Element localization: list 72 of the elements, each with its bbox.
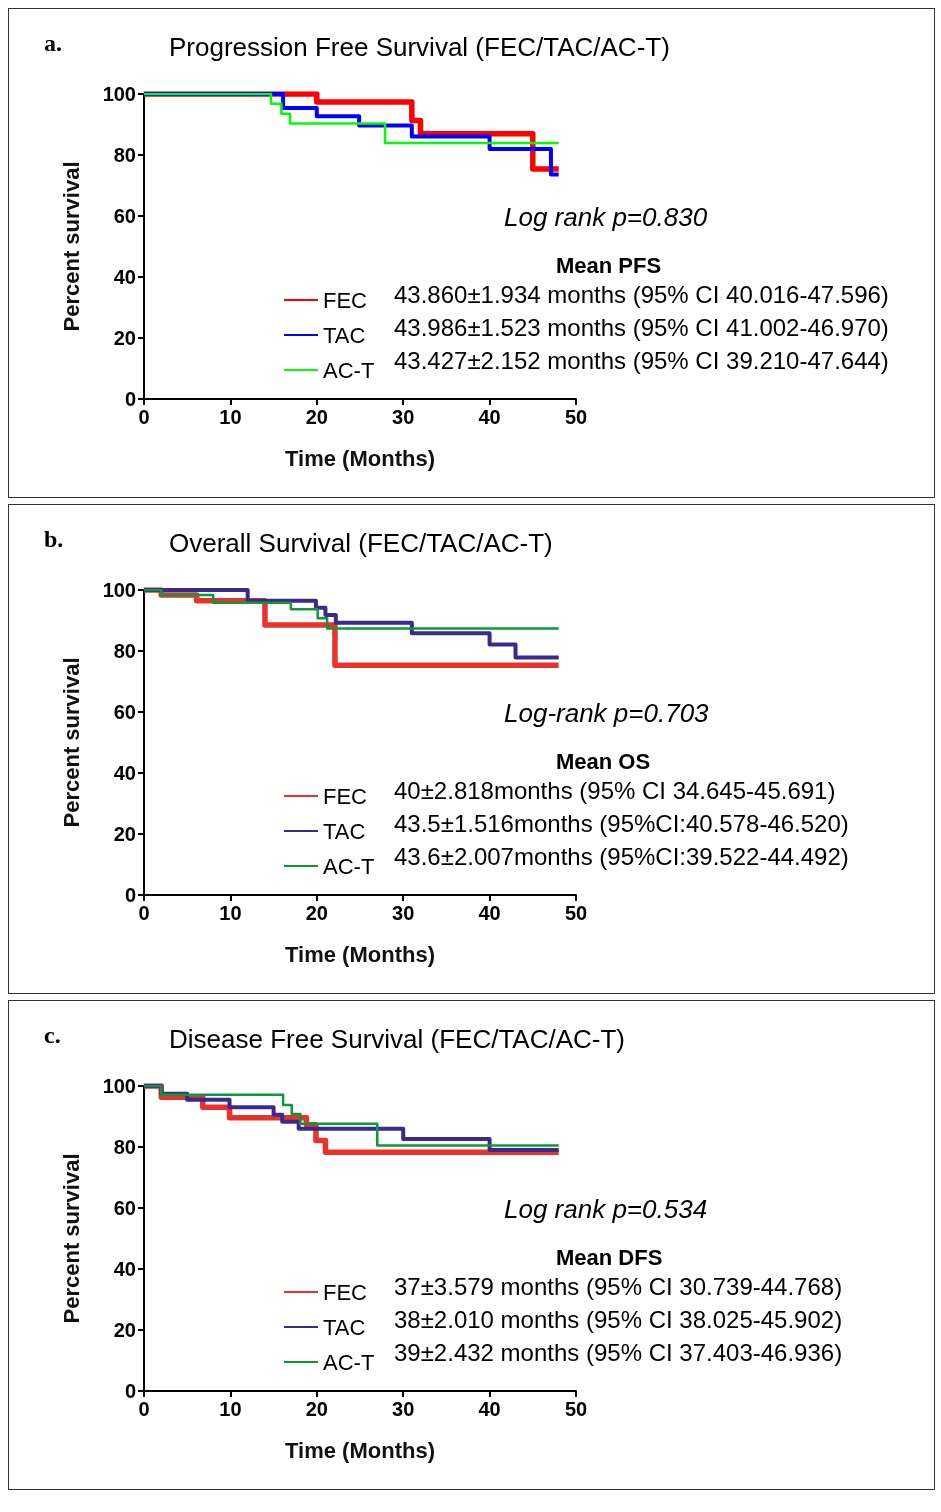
y-tick-label: 0 (124, 388, 136, 410)
annotation: 43.5±1.516months (95%CI:40.578-46.520) (394, 809, 849, 837)
annotation: Mean PFS (556, 252, 662, 278)
annotation: Mean DFS (556, 1244, 663, 1270)
legend-label: AC-T (323, 1349, 375, 1375)
x-tick-label: 50 (564, 902, 588, 924)
annotation: Log rank p=0.534 (504, 1194, 708, 1224)
x-tick-label: 40 (478, 902, 501, 924)
annotation: 43.860±1.934 months (95% CI 40.016-47.596) (394, 280, 889, 308)
text: a. (44, 30, 62, 56)
x-tick-label: 20 (305, 406, 328, 428)
x-axis-title: Time (Months) (285, 941, 435, 967)
y-tick-label: 40 (113, 266, 136, 288)
legend-label: AC-T (323, 853, 375, 879)
y-tick-label: 60 (113, 1197, 136, 1219)
legend-label: TAC (323, 322, 366, 348)
y-tick-label: 60 (113, 701, 136, 723)
x-tick-label: 50 (564, 406, 588, 428)
annotation: 40±2.818months (95% CI 34.645-45.691) (394, 776, 836, 804)
y-tick-label: 20 (113, 327, 136, 349)
legend-label: AC-T (323, 357, 375, 383)
annotation: 43.427±2.152 months (95% CI 39.210-47.644) (394, 346, 889, 374)
y-tick-label: 0 (124, 884, 136, 906)
y-tick-label: 40 (113, 762, 136, 784)
x-axis-title: Time (Months) (285, 445, 435, 471)
x-tick-label: 50 (564, 1398, 588, 1420)
annotation: 43.6±2.007months (95%CI:39.522-44.492) (394, 842, 849, 870)
x-tick-label: 30 (392, 406, 415, 428)
y-tick-label: 100 (102, 83, 136, 105)
x-tick-label: 20 (305, 1398, 328, 1420)
y-tick-label: 0 (124, 1380, 136, 1402)
x-tick-label: 20 (305, 902, 328, 924)
x-tick-label: 40 (478, 406, 501, 428)
x-tick-label: 0 (138, 1398, 150, 1420)
y-tick-label: 20 (113, 823, 136, 845)
x-tick-label: 10 (219, 1398, 242, 1420)
y-tick-label: 80 (113, 640, 136, 662)
chart-title: Progression Free Survival (FEC/TAC/AC-T) (169, 32, 670, 62)
x-tick-label: 40 (478, 1398, 501, 1420)
annotation: 43.986±1.523 months (95% CI 41.002-46.970) (394, 313, 889, 341)
y-tick-label: 100 (102, 579, 136, 601)
x-tick-label: 0 (138, 406, 150, 428)
x-tick-label: 10 (219, 902, 242, 924)
annotation: Log rank p=0.830 (504, 202, 708, 232)
y-tick-label: 100 (102, 1075, 136, 1097)
annotation: 37±3.579 months (95% CI 30.739-44.768) (394, 1272, 843, 1300)
text: c. (44, 1022, 61, 1048)
x-tick-label: 10 (219, 406, 242, 428)
annotation: 38±2.010 months (95% CI 38.025-45.902) (394, 1305, 843, 1333)
legend-label: FEC (323, 1279, 368, 1305)
text: b. (44, 526, 64, 552)
y-tick-label: 80 (113, 144, 136, 166)
annotation: Mean OS (556, 748, 651, 774)
x-tick-label: 30 (392, 1398, 415, 1420)
y-axis-title: Percent survival (58, 657, 84, 828)
y-axis-title: Percent survival (58, 161, 84, 332)
legend-label: TAC (323, 1314, 366, 1340)
y-tick-label: 60 (113, 205, 136, 227)
legend-label: TAC (323, 818, 366, 844)
legend-label: FEC (323, 783, 368, 809)
y-tick-label: 80 (113, 1136, 136, 1158)
y-tick-label: 40 (113, 1258, 136, 1280)
annotation: 39±2.432 months (95% CI 37.403-46.936) (394, 1338, 843, 1366)
y-axis-title: Percent survival (58, 1153, 84, 1324)
chart-title: Overall Survival (FEC/TAC/AC-T) (169, 528, 553, 558)
y-tick-label: 20 (113, 1319, 136, 1341)
x-axis-title: Time (Months) (285, 1437, 435, 1463)
x-tick-label: 30 (392, 902, 415, 924)
chart-title: Disease Free Survival (FEC/TAC/AC-T) (169, 1024, 626, 1054)
annotation: Log-rank p=0.703 (504, 698, 710, 728)
x-tick-label: 0 (138, 902, 150, 924)
legend-label: FEC (323, 287, 368, 313)
